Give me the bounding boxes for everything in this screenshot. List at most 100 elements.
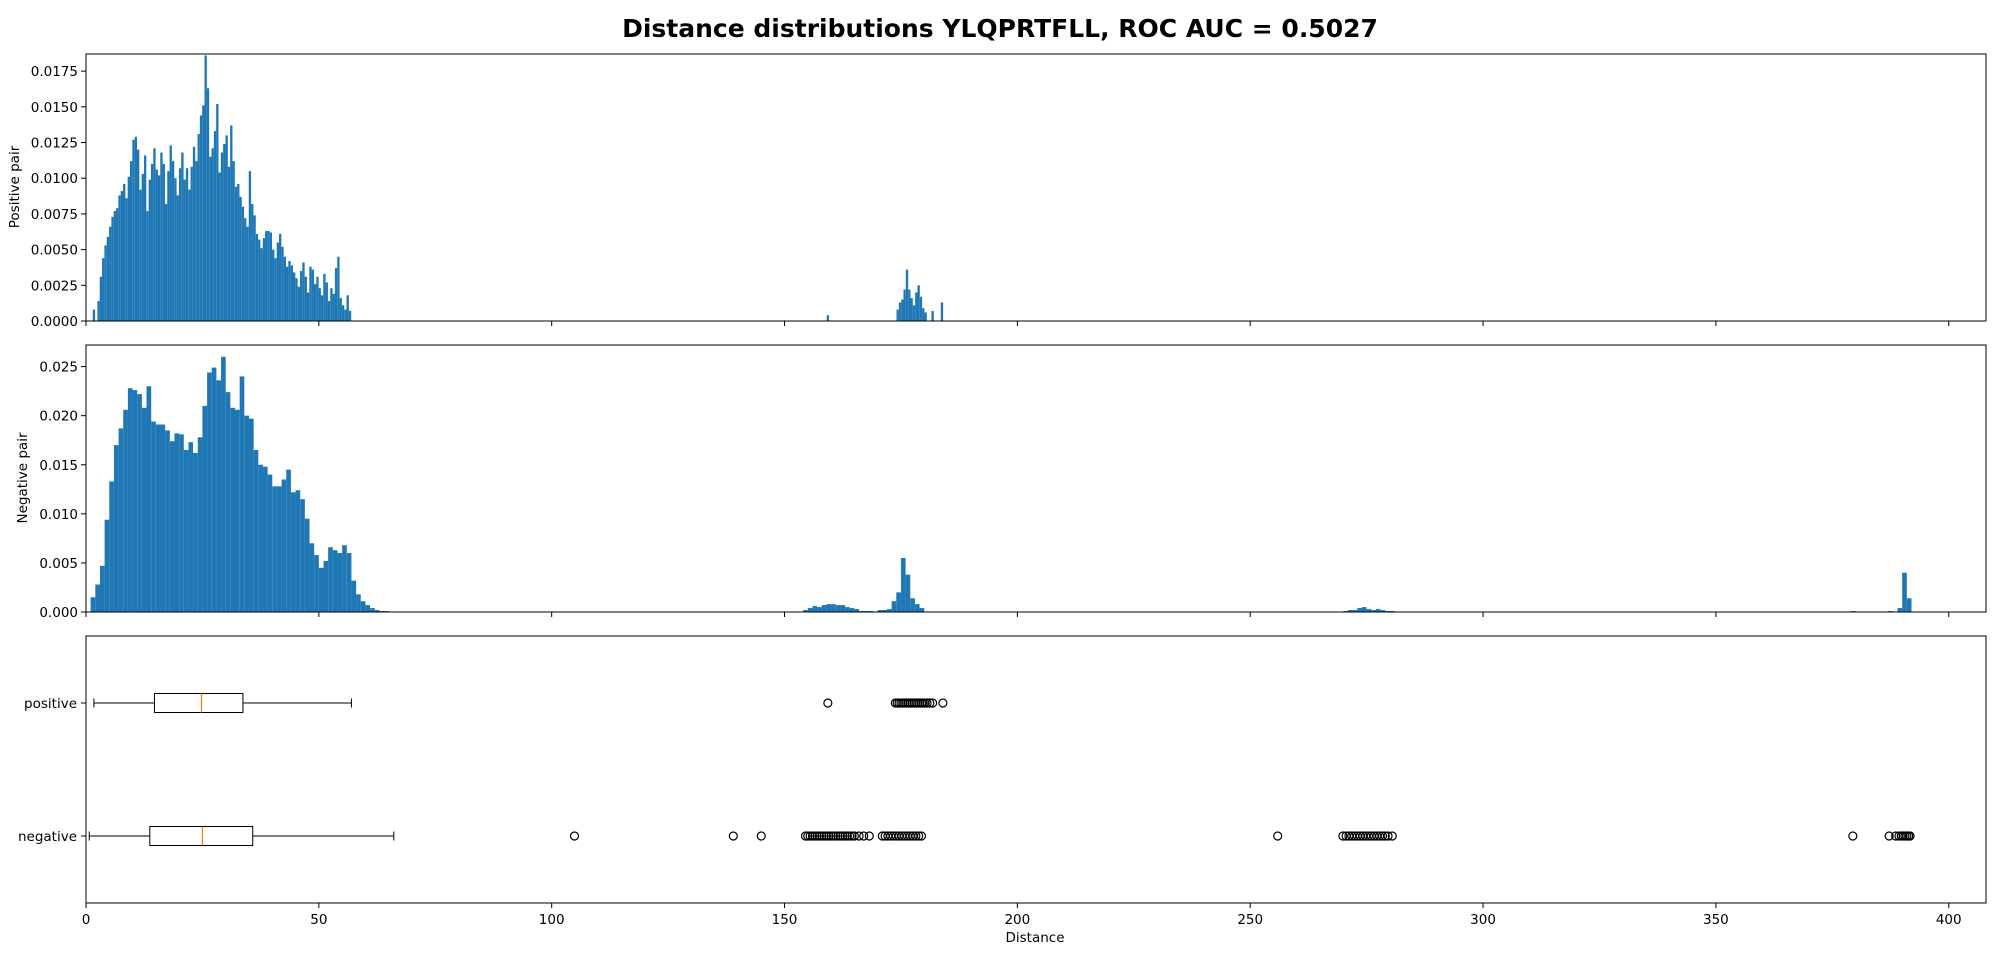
histogram-bar [286,266,289,321]
histogram-bar [104,519,110,612]
y-tick-label: 0.020 [39,409,78,425]
histogram-bar [97,301,100,321]
histogram-bar [237,183,240,321]
negative-yticks: 0.000 0.005 0.010 0.015 0.020 0.025 [39,360,86,621]
histogram-bar [165,430,170,612]
outlier-point [831,831,841,841]
histogram-bar [202,405,208,612]
histogram-bar [1906,598,1912,612]
histogram-bar [351,580,357,612]
histogram-bar [300,499,305,612]
boxplot-panel: 0 50 100 150 200 250 300 350 400 positive negativ… [18,635,1987,946]
histogram-bar [151,421,156,612]
positive-bars [92,55,944,322]
outlier-point [925,698,935,708]
histogram-bar [223,143,226,321]
histogram-bar [346,553,352,612]
histogram-bar [328,547,333,612]
histogram-bar [148,179,151,321]
histogram-bar [309,543,315,612]
x-tick-label: 300 [1470,912,1496,928]
outlier-point [1848,831,1858,841]
histogram-bar [143,155,147,321]
histogram-bar [192,146,196,321]
histogram-bar [169,441,175,612]
histogram-bar [146,386,152,612]
histogram-bar [1375,609,1381,612]
histogram-bar [299,271,303,321]
histogram-bar [188,189,191,321]
outlier-point [817,831,827,841]
histogram-bar [118,428,124,612]
histogram-bar [915,292,918,321]
histogram-bar [835,605,841,612]
histogram-bar [109,226,112,321]
x-tick-label: 400 [1936,912,1962,928]
negative-histogram-panel: Negative pair 0.0000.0050.0100.0150.0200… [15,344,1987,621]
histogram-bar [216,103,219,321]
histogram-bar [910,598,915,612]
histogram-bar [234,186,238,321]
histogram-bar [137,394,142,612]
histogram-bar [235,409,240,612]
outlier-point [819,831,829,841]
x-tick-label: 350 [1703,912,1729,928]
histogram-bar [118,195,121,321]
histogram-bar [176,195,179,321]
histogram-bar [292,272,296,321]
histogram-bar [311,269,314,321]
outlier-point [728,831,738,841]
histogram-bar [1380,610,1386,612]
outlier-point [824,831,834,841]
y-tick-label: 0.005 [39,556,78,572]
histogram-bar [356,594,361,612]
histogram-bar [919,296,923,321]
boxplot-axes-frame [85,635,1987,904]
histogram-bar [274,258,277,321]
x-tick-label: 0 [82,912,91,928]
histogram-bar [826,315,830,321]
histogram-bar [272,249,275,321]
y-tick-label: 0.000 [39,605,78,621]
histogram-bar [327,301,331,321]
histogram-bar [141,173,144,321]
histogram-bar [160,424,166,612]
outlier-point [838,831,848,841]
histogram-bar [812,606,818,612]
y-tick-label: 0.0175 [31,64,78,80]
histogram-bar [183,450,189,612]
histogram-bar [211,148,214,321]
outlier-point [812,831,822,841]
histogram-bar [244,415,249,612]
outlier-point [821,831,832,841]
histogram-bar [898,302,902,321]
histogram-bar [258,239,261,321]
histogram-bar [178,168,182,321]
outlier-point [814,831,825,841]
outlier-point [1377,831,1388,841]
histogram-bar [225,135,228,321]
negative-ylabel: Negative pair [15,432,31,523]
histogram-bar [912,305,916,321]
histogram-bar [244,218,247,321]
histogram-bar [202,105,205,322]
histogram-bar [924,312,927,321]
histogram-bar [332,293,335,321]
histogram-bar [1897,608,1903,612]
y-tick-label: 0.0100 [31,171,78,187]
outlier-point [569,831,580,841]
histogram-bar [153,148,156,321]
outlier-point [1905,831,1915,841]
histogram-bar [123,409,128,612]
outlier-point [803,831,813,841]
outlier-point [756,831,766,841]
histogram-bar [908,289,911,321]
histogram-bar [334,268,338,321]
histogram-bar [213,131,217,321]
outlier-point [805,831,815,841]
outlier-point [847,831,857,841]
x-axis-label: Distance [1005,930,1064,946]
outlier-point [826,831,836,841]
histogram-bar [1371,610,1376,612]
